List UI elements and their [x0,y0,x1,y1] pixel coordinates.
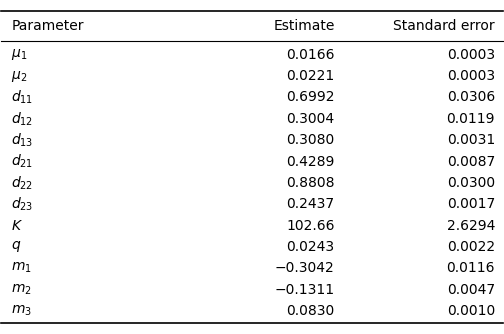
Text: 102.66: 102.66 [286,218,335,232]
Text: $K$: $K$ [12,218,23,232]
Text: 0.0087: 0.0087 [447,155,495,169]
Text: 0.0119: 0.0119 [447,112,495,126]
Text: Standard error: Standard error [394,19,495,33]
Text: $d_{11}$: $d_{11}$ [12,89,34,106]
Text: $d_{23}$: $d_{23}$ [12,195,34,213]
Text: $d_{21}$: $d_{21}$ [12,153,34,170]
Text: 0.0047: 0.0047 [447,283,495,297]
Text: 0.0022: 0.0022 [447,240,495,254]
Text: 0.0830: 0.0830 [286,304,335,318]
Text: $d_{12}$: $d_{12}$ [12,110,34,128]
Text: 2.6294: 2.6294 [447,218,495,232]
Text: 0.0300: 0.0300 [447,176,495,190]
Text: −0.1311: −0.1311 [275,283,335,297]
Text: 0.0166: 0.0166 [286,48,335,62]
Text: $d_{13}$: $d_{13}$ [12,132,34,149]
Text: 0.0243: 0.0243 [287,240,335,254]
Text: Estimate: Estimate [273,19,335,33]
Text: 0.0306: 0.0306 [447,91,495,105]
Text: 0.0031: 0.0031 [447,133,495,147]
Text: 0.0003: 0.0003 [447,69,495,83]
Text: −0.3042: −0.3042 [275,261,335,275]
Text: $m_2$: $m_2$ [12,282,32,297]
Text: $\mu_1$: $\mu_1$ [12,47,28,62]
Text: $q$: $q$ [12,239,22,255]
Text: 0.0003: 0.0003 [447,48,495,62]
Text: $\mu_2$: $\mu_2$ [12,68,28,84]
Text: Parameter: Parameter [12,19,84,33]
Text: 0.4289: 0.4289 [286,155,335,169]
Text: 0.0116: 0.0116 [447,261,495,275]
Text: 0.0010: 0.0010 [447,304,495,318]
Text: 0.6992: 0.6992 [286,91,335,105]
Text: 0.3004: 0.3004 [287,112,335,126]
Text: 0.8808: 0.8808 [286,176,335,190]
Text: 0.0221: 0.0221 [286,69,335,83]
Text: $m_3$: $m_3$ [12,304,32,318]
Text: $m_1$: $m_1$ [12,261,32,276]
Text: 0.2437: 0.2437 [287,197,335,211]
Text: $d_{22}$: $d_{22}$ [12,174,34,192]
Text: 0.0017: 0.0017 [447,197,495,211]
Text: 0.3080: 0.3080 [286,133,335,147]
